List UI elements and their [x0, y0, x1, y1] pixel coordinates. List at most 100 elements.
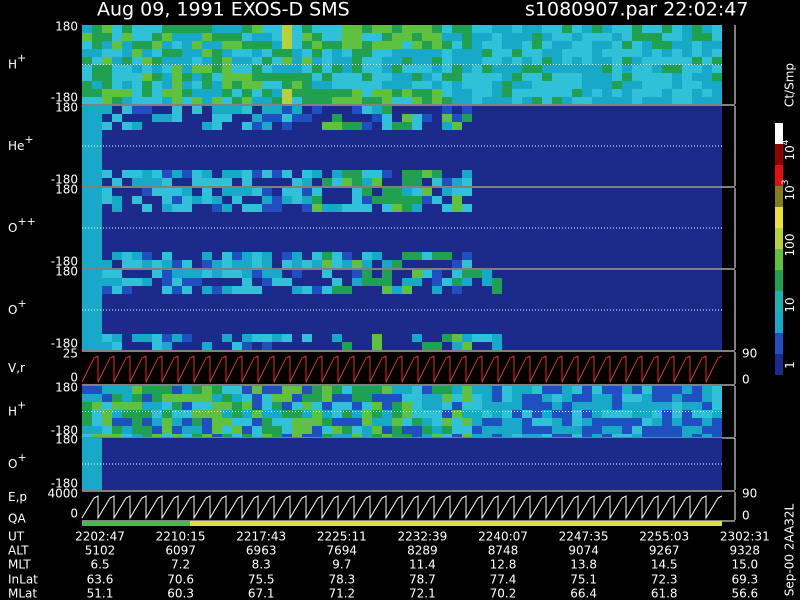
spectrogram-cell — [632, 402, 642, 410]
spectrogram-cell — [142, 278, 152, 286]
spectrogram-cell — [642, 97, 652, 104]
spectrogram-cell — [702, 97, 712, 104]
spectrogram-cell — [262, 418, 272, 426]
table-cell: 77.4 — [490, 573, 517, 587]
spectrogram-cell — [142, 252, 152, 260]
spectrogram-cell — [102, 402, 112, 410]
spectrogram-cell — [82, 446, 92, 454]
spectrogram-cell — [272, 402, 282, 410]
spectrogram-cell — [682, 402, 692, 410]
spectrogram-cell — [382, 65, 392, 73]
spectrogram-cell — [272, 57, 282, 65]
spectrogram-cell — [212, 65, 222, 73]
spectrogram-cell — [252, 65, 262, 73]
spectrogram-cell — [262, 73, 272, 81]
spectrogram-cell — [292, 97, 302, 104]
spectrogram-cell — [602, 33, 612, 41]
spectrogram-cell — [162, 334, 172, 342]
spectrogram-cell — [372, 170, 382, 178]
spectrogram-cell — [342, 73, 352, 81]
spectrogram-cell — [512, 41, 522, 49]
spectrogram-cell — [602, 49, 612, 57]
spectrogram-cell — [362, 434, 372, 437]
spectrogram-cell — [292, 33, 302, 41]
spectrogram-cell — [622, 402, 632, 410]
spectrogram-cell — [282, 252, 292, 260]
spectrogram-cell — [362, 204, 372, 212]
spectrogram-cell — [622, 394, 632, 402]
spectrogram-cell — [362, 394, 372, 402]
spectrogram-cell — [362, 25, 372, 33]
label-sup: 3 — [781, 179, 791, 185]
spectrogram-cell — [402, 33, 412, 41]
spectrogram-cell — [242, 270, 252, 278]
spectrogram-cell — [152, 114, 162, 122]
spectrogram-cell — [332, 286, 342, 294]
spectrogram-cell — [192, 434, 202, 437]
spectrogram-cell — [672, 434, 682, 437]
spectrogram-cell — [442, 106, 452, 114]
spectrogram-cell — [512, 386, 522, 394]
spectrogram-cell — [232, 260, 242, 268]
spectrogram-cell — [572, 402, 582, 410]
spectrogram-cell — [612, 410, 622, 418]
spectrogram-cell — [442, 402, 452, 410]
spectrogram-cell — [402, 402, 412, 410]
spectrogram-cell — [152, 89, 162, 97]
spectrogram-cell — [432, 434, 442, 437]
spectrogram-cell — [332, 25, 342, 33]
spectrogram-cell — [642, 386, 652, 394]
spectrogram-cell — [362, 426, 372, 434]
spectrogram-cell — [252, 386, 262, 394]
spectrogram-cell — [152, 33, 162, 41]
spectrogram-cell — [492, 81, 502, 89]
spectrogram-cell — [232, 410, 242, 418]
spectrogram-cell — [222, 41, 232, 49]
spectrogram-cell — [492, 410, 502, 418]
spectrogram-cell — [512, 402, 522, 410]
spectrogram-cell — [392, 434, 402, 437]
spectrogram-cell — [612, 418, 622, 426]
spectrogram-cell — [282, 196, 292, 204]
spectrogram-cell — [102, 188, 112, 196]
spectrogram-cell — [122, 25, 132, 33]
spectrogram-cell — [162, 278, 172, 286]
spectrogram-cell — [112, 81, 122, 89]
spectrogram-cell — [552, 33, 562, 41]
spectrogram-cell — [292, 270, 302, 278]
spectrogram-cell — [582, 49, 592, 57]
spectrogram-cell — [372, 178, 382, 186]
spectrogram-cell — [372, 97, 382, 104]
spectrogram-cell — [222, 270, 232, 278]
spectrogram-cell — [432, 386, 442, 394]
spectrogram-cell — [582, 410, 592, 418]
spectrogram-cell — [372, 402, 382, 410]
spectrogram-cell — [112, 33, 122, 41]
spectrogram-cell — [622, 97, 632, 104]
spectrogram-cell — [542, 25, 552, 33]
spectrogram-cell — [162, 204, 172, 212]
spectrogram-cell — [92, 122, 102, 130]
spectrogram-cell — [552, 426, 562, 434]
spectrogram-cell — [82, 122, 92, 130]
spectrogram-cell — [382, 394, 392, 402]
spectrogram-cell — [382, 278, 392, 286]
spectrogram-cell — [432, 342, 442, 350]
spectrogram-cell — [392, 81, 402, 89]
spectrogram-cell — [612, 49, 622, 57]
spectrogram-cell — [582, 402, 592, 410]
spectrogram-cell — [602, 410, 612, 418]
label-base: O — [8, 303, 17, 317]
spectrogram-cell — [182, 410, 192, 418]
spectrogram-cell — [292, 81, 302, 89]
spectrogram-cell — [412, 57, 422, 65]
spectrogram-cell — [312, 418, 322, 426]
spectrogram-cell — [152, 260, 162, 268]
spectrogram-cell — [712, 426, 722, 434]
spectrogram-cell — [222, 25, 232, 33]
spectrogram-cell — [502, 33, 512, 41]
spectrogram-cell — [512, 49, 522, 57]
spectrogram-cell — [462, 260, 472, 268]
spectrogram-cell — [362, 270, 372, 278]
spectrogram-cell — [182, 170, 192, 178]
